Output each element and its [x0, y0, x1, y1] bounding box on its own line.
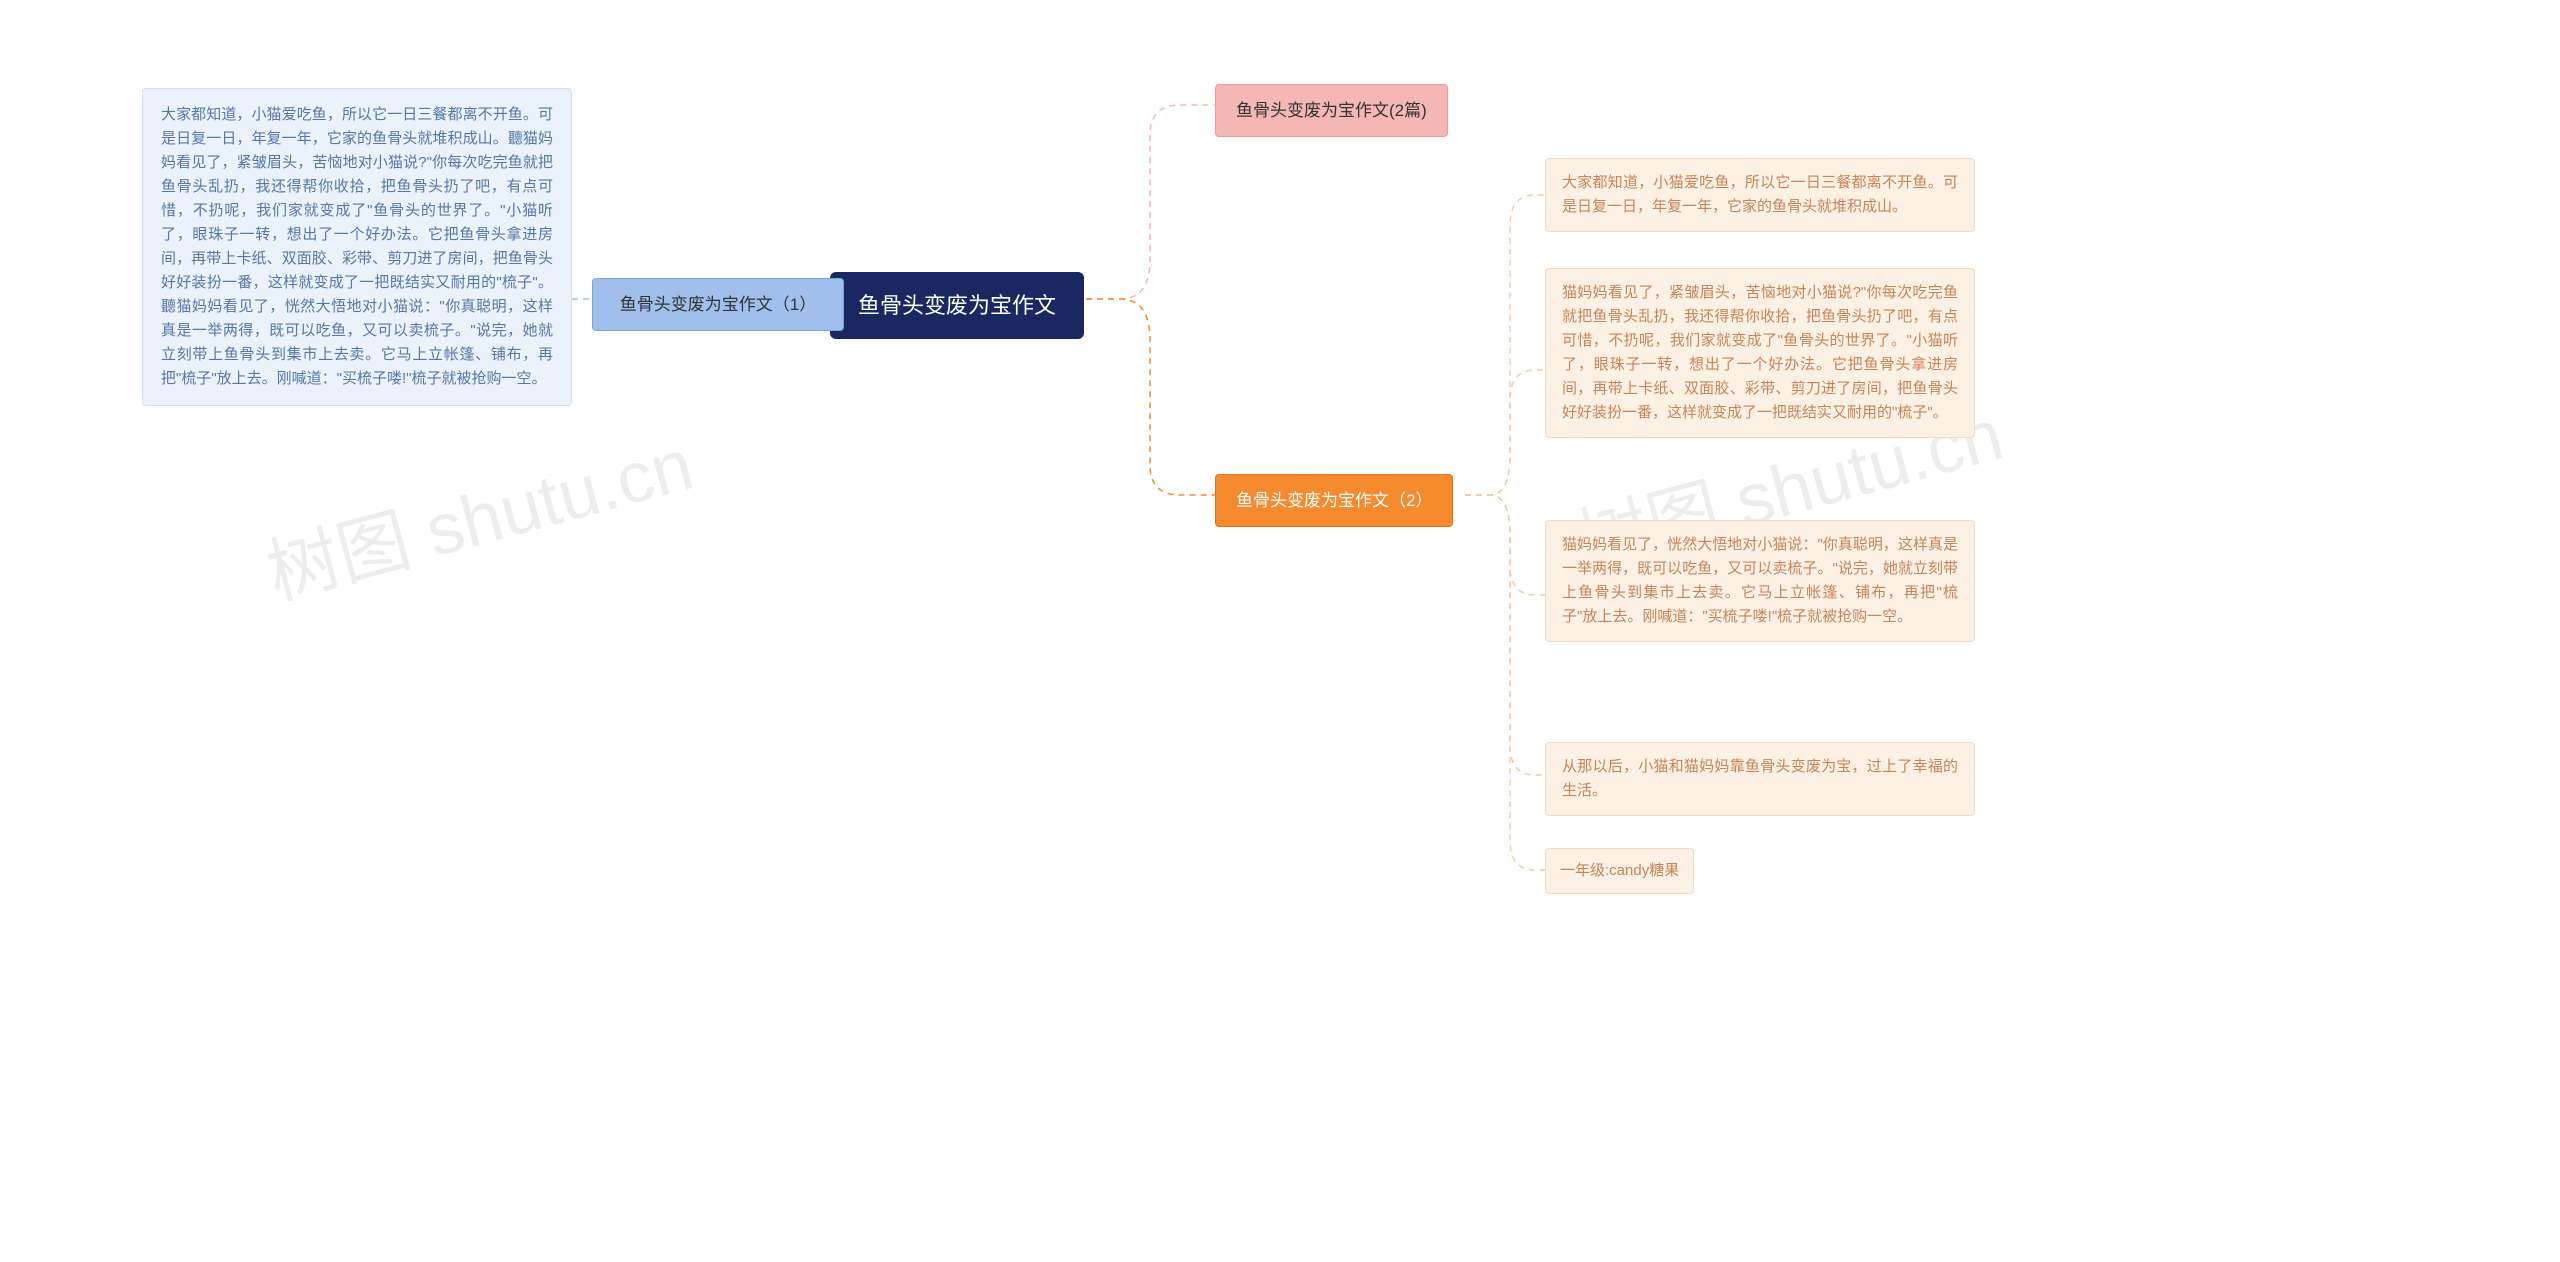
right-leaf-5[interactable]: 一年级:candy糖果 — [1545, 848, 1694, 894]
right-leaf-4[interactable]: 从那以后，小猫和猫妈妈靠鱼骨头变废为宝，过上了幸福的生活。 — [1545, 742, 1975, 816]
right-branch-orange[interactable]: 鱼骨头变废为宝作文（2） — [1215, 474, 1453, 527]
watermark: 树图 shutu.cn — [254, 405, 703, 619]
center-label: 鱼骨头变废为宝作文 — [858, 293, 1056, 318]
right-leaf-2[interactable]: 猫妈妈看见了，紧皱眉头，苦恼地对小猫说?"你每次吃完鱼就把鱼骨头乱扔，我还得帮你… — [1545, 268, 1975, 438]
right-branch-pink-label: 鱼骨头变废为宝作文(2篇) — [1236, 101, 1427, 120]
left-leaf-1-text: 大家都知道，小猫爱吃鱼，所以它一日三餐都离不开鱼。可是日复一日，年复一年，它家的… — [161, 106, 553, 387]
left-branch-1-label: 鱼骨头变废为宝作文（1） — [620, 295, 816, 314]
left-branch-1[interactable]: 鱼骨头变废为宝作文（1） — [592, 278, 844, 331]
right-branch-orange-label: 鱼骨头变废为宝作文（2） — [1236, 491, 1432, 510]
right-branch-pink[interactable]: 鱼骨头变废为宝作文(2篇) — [1215, 84, 1448, 137]
right-leaf-1-text: 大家都知道，小猫爱吃鱼，所以它一日三餐都离不开鱼。可是日复一日，年复一年，它家的… — [1562, 174, 1958, 215]
right-leaf-2-text: 猫妈妈看见了，紧皱眉头，苦恼地对小猫说?"你每次吃完鱼就把鱼骨头乱扔，我还得帮你… — [1562, 284, 1958, 421]
right-leaf-3-text: 猫妈妈看见了，恍然大悟地对小猫说："你真聪明，这样真是一举两得，既可以吃鱼，又可… — [1562, 536, 1958, 625]
right-leaf-5-text: 一年级:candy糖果 — [1560, 862, 1679, 879]
right-leaf-1[interactable]: 大家都知道，小猫爱吃鱼，所以它一日三餐都离不开鱼。可是日复一日，年复一年，它家的… — [1545, 158, 1975, 232]
left-leaf-1[interactable]: 大家都知道，小猫爱吃鱼，所以它一日三餐都离不开鱼。可是日复一日，年复一年，它家的… — [142, 88, 572, 406]
right-leaf-4-text: 从那以后，小猫和猫妈妈靠鱼骨头变废为宝，过上了幸福的生活。 — [1562, 758, 1958, 799]
right-leaf-3[interactable]: 猫妈妈看见了，恍然大悟地对小猫说："你真聪明，这样真是一举两得，既可以吃鱼，又可… — [1545, 520, 1975, 642]
center-node[interactable]: 鱼骨头变废为宝作文 — [830, 272, 1084, 339]
